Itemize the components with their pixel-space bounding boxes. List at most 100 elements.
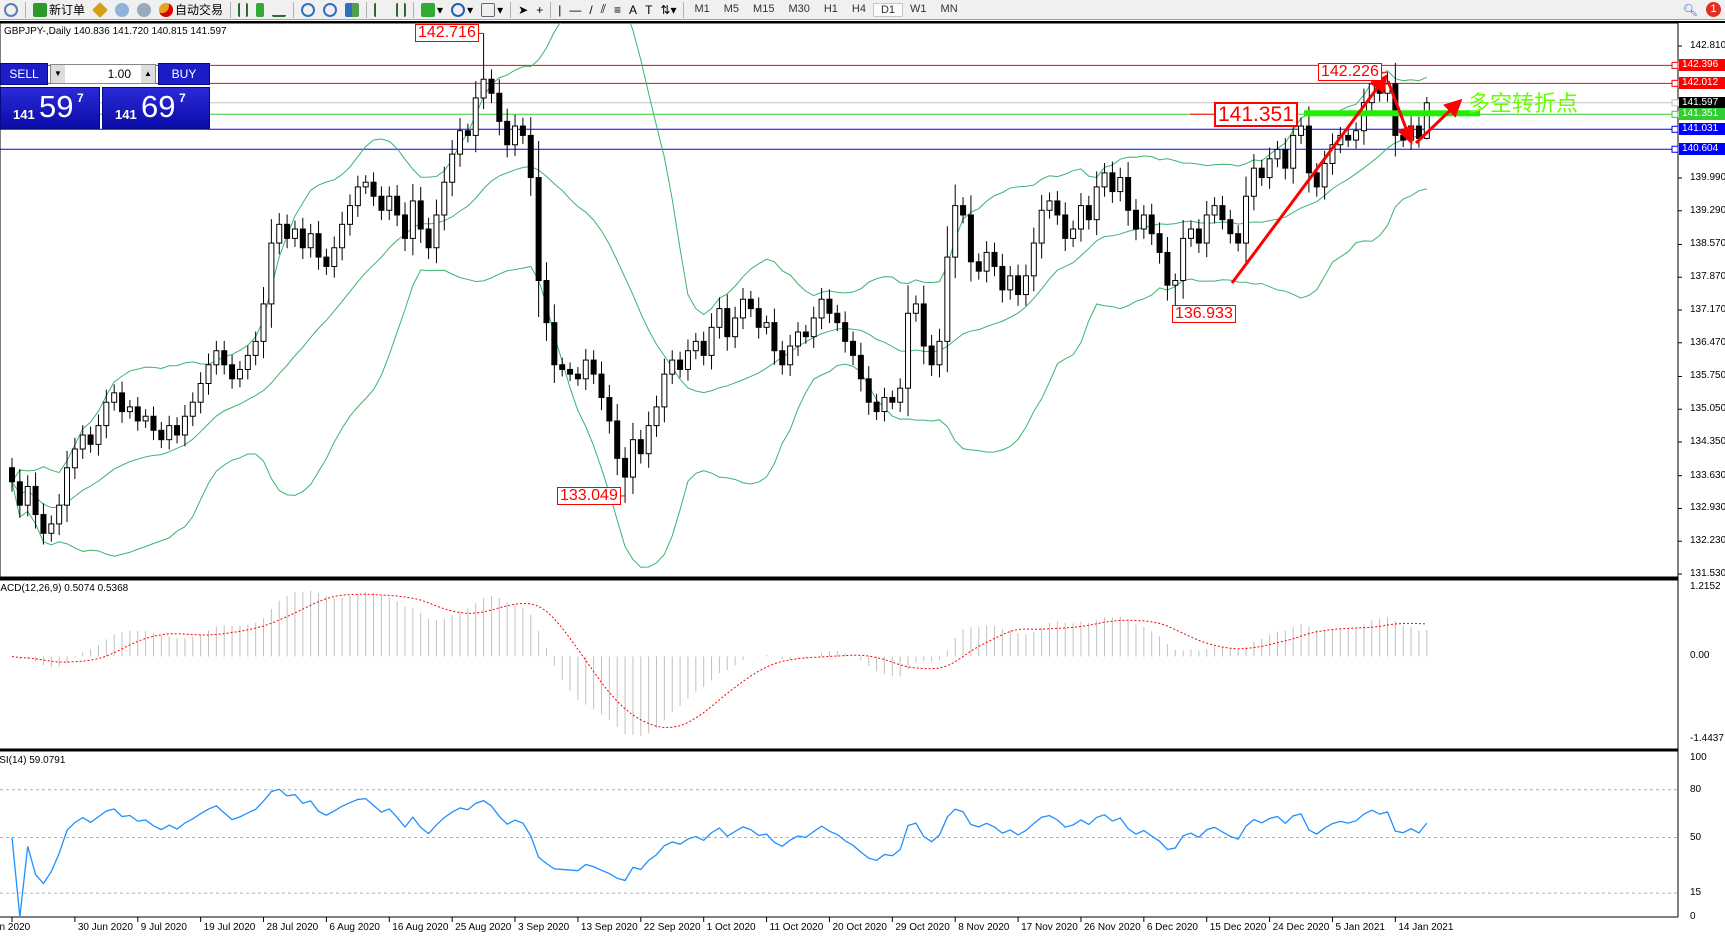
lot-decrease-button[interactable]: ▼ xyxy=(51,65,65,83)
market-watch-button[interactable] xyxy=(89,1,111,19)
autoscroll-button[interactable] xyxy=(370,1,392,19)
horizontal-line-button[interactable]: — xyxy=(565,1,585,19)
vertical-line-button[interactable]: | xyxy=(554,1,565,19)
text-label-button[interactable]: T xyxy=(641,1,656,19)
timeframe-h1[interactable]: H1 xyxy=(823,2,838,15)
candle xyxy=(386,195,393,211)
timeframe-h4[interactable]: H4 xyxy=(851,2,866,15)
cursor-button[interactable]: ➤ xyxy=(514,1,532,19)
date-label: 29 Oct 2020 xyxy=(895,922,950,933)
chart-shift-button[interactable] xyxy=(392,1,410,19)
zoom-out-button[interactable] xyxy=(319,1,341,19)
bollinger-lower xyxy=(11,188,1427,568)
periods-button[interactable]: ▾ xyxy=(447,1,477,19)
zoom-in-button[interactable] xyxy=(297,1,319,19)
date-label: 17 Nov 2020 xyxy=(1021,922,1078,933)
price-level-tag: 142.396 xyxy=(1679,59,1725,72)
candle xyxy=(850,340,857,356)
chart-canvas[interactable] xyxy=(0,23,1725,940)
candle xyxy=(1243,195,1250,244)
sell-button[interactable]: SELL xyxy=(0,63,48,85)
date-label: 15 Dec 2020 xyxy=(1209,922,1267,933)
date-label: 11 Oct 2020 xyxy=(769,922,824,933)
candle xyxy=(488,78,495,94)
tile-windows-button[interactable] xyxy=(341,1,363,19)
date-label: 26 Nov 2020 xyxy=(1083,922,1141,933)
candle xyxy=(134,406,141,422)
date-label: 28 Jul 2020 xyxy=(266,922,319,933)
line-handle xyxy=(1671,110,1679,118)
crosshair-button[interactable]: + xyxy=(532,1,547,19)
candle xyxy=(1125,177,1132,211)
lot-size-input[interactable]: 1.00 xyxy=(50,64,156,84)
turning-point-annotation: 多空转折点 xyxy=(1468,92,1579,117)
new-order-button[interactable]: 新订单 xyxy=(29,1,89,19)
timeframe-m5[interactable]: M5 xyxy=(723,2,740,15)
candle xyxy=(433,214,440,249)
candle xyxy=(543,280,550,324)
candle xyxy=(512,125,519,146)
candle xyxy=(1085,205,1092,221)
rsi-line xyxy=(11,788,1428,918)
line-handle xyxy=(1671,79,1679,87)
candle xyxy=(1117,177,1124,193)
candle xyxy=(1298,125,1305,136)
candle xyxy=(221,350,228,366)
new-order-label: 新订单 xyxy=(49,3,86,17)
zoom-out-icon xyxy=(323,2,338,17)
candle xyxy=(873,401,880,413)
zoom-tool-button[interactable] xyxy=(0,1,22,19)
candle xyxy=(967,214,974,263)
indicators-button[interactable]: ▾ xyxy=(417,1,447,19)
templates-button[interactable]: ▾ xyxy=(477,1,507,19)
bar-chart-button[interactable] xyxy=(234,1,252,19)
timeframe-w1[interactable]: W1 xyxy=(910,2,927,15)
date-label: 9 Jul 2020 xyxy=(140,922,187,933)
candle xyxy=(763,322,770,328)
price-tick-label: 139.990 xyxy=(1690,172,1725,183)
sell-price[interactable]: 141 59 7 xyxy=(0,87,100,129)
new-order-icon xyxy=(33,2,47,17)
signals-button[interactable] xyxy=(133,1,155,19)
candle xyxy=(905,312,912,389)
candle xyxy=(653,406,660,427)
candle xyxy=(857,354,864,380)
candlestick-button[interactable] xyxy=(252,1,268,19)
rsi-tick-label: 80 xyxy=(1690,783,1702,795)
timeframe-m15[interactable]: M15 xyxy=(753,2,775,15)
price-tick-label: 132.930 xyxy=(1690,502,1725,514)
notifications-button[interactable]: 1 xyxy=(1702,1,1725,19)
candle xyxy=(724,308,731,338)
line-chart-button[interactable] xyxy=(268,1,290,19)
candle xyxy=(370,181,377,197)
channel-button[interactable]: ⫽ xyxy=(597,1,610,19)
candle xyxy=(1313,172,1320,188)
one-click-trading-panel: SELL 1.00 ▼ ▲ BUY 141 59 7 141 69 7 xyxy=(0,63,212,129)
candle xyxy=(598,373,605,399)
search-button[interactable]: 🔍︎ xyxy=(1679,1,1702,19)
fibonacci-button[interactable]: ≡ xyxy=(610,1,625,19)
arrows-button[interactable]: ⇅▾ xyxy=(656,1,680,19)
price-tick-label: 132.230 xyxy=(1690,535,1725,547)
auto-trading-button[interactable]: 自动交易 xyxy=(155,1,227,19)
timeframe-m1[interactable]: M1 xyxy=(694,2,710,15)
timeframe-d1[interactable]: D1 xyxy=(872,2,904,17)
buy-price[interactable]: 141 69 7 xyxy=(102,87,210,129)
candle xyxy=(779,350,786,366)
chart-window[interactable]: GBPJPY-,Daily 140.836 141.720 140.815 14… xyxy=(0,21,1725,938)
candle xyxy=(700,340,707,356)
rsi-tick-label: 15 xyxy=(1690,887,1702,899)
buy-button[interactable]: BUY xyxy=(158,63,210,85)
candle xyxy=(739,298,746,319)
bar-chart-icon xyxy=(238,2,249,17)
timeframe-m30[interactable]: M30 xyxy=(788,2,810,15)
candle xyxy=(527,134,534,179)
text-button[interactable]: A xyxy=(625,1,641,19)
timeframe-mn[interactable]: MN xyxy=(940,2,958,15)
candle xyxy=(614,420,621,459)
navigator-button[interactable] xyxy=(111,1,133,19)
lot-increase-button[interactable]: ▲ xyxy=(141,65,155,83)
candle xyxy=(1030,242,1037,277)
trendline-button[interactable]: / xyxy=(585,1,596,19)
candle xyxy=(519,125,526,136)
